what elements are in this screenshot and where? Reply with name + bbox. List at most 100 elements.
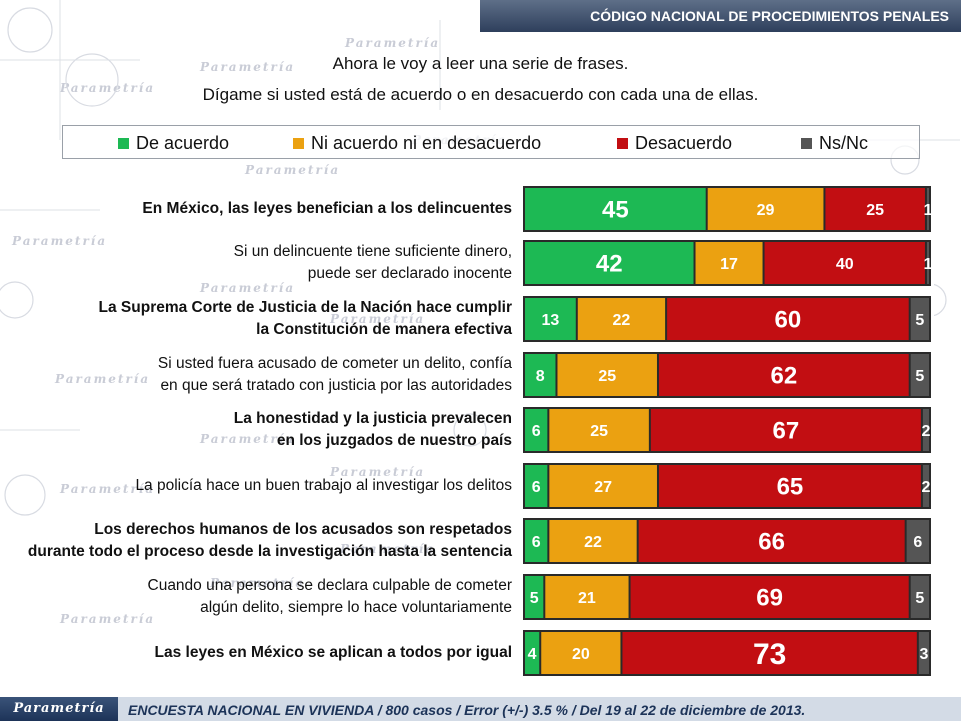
data-label: 45	[602, 197, 629, 224]
bar-segment-disagree	[667, 298, 909, 340]
data-label: 4	[528, 646, 537, 663]
bar-segment-nsnc	[910, 298, 929, 340]
bar-segment-neutral	[549, 520, 637, 562]
category-label: Si usted fuera acusado de cometer un del…	[158, 353, 512, 397]
data-label: 17	[720, 256, 738, 273]
data-label: 5	[915, 368, 924, 385]
bar-row: 13 22 60 5	[523, 296, 931, 342]
bar-segment-disagree	[658, 465, 921, 507]
category-label-line: Los derechos humanos de los acusados son…	[94, 521, 512, 538]
data-label: 25	[590, 423, 608, 440]
bar-segment-nsnc	[926, 188, 929, 230]
bar-segment-disagree	[638, 520, 905, 562]
watermark-text: Parametría	[59, 81, 155, 95]
data-label: 5	[915, 312, 924, 329]
category-label-line: en los juzgados de nuestro país	[276, 432, 512, 449]
category-label-line: algún delito, siempre lo hace voluntaria…	[200, 599, 512, 616]
category-label-line: La policía hace un buen trabajo al inves…	[135, 477, 512, 494]
data-label: 1	[924, 202, 933, 219]
bar-segment-disagree	[650, 409, 921, 451]
bar-segment-agree	[525, 298, 576, 340]
watermark-circle	[0, 281, 34, 319]
data-label: 66	[758, 529, 785, 556]
watermark-text: Parametría	[199, 60, 295, 74]
bar-segment-disagree	[825, 188, 925, 230]
bar-segment-neutral	[577, 298, 666, 340]
data-label: 6	[913, 534, 922, 551]
bar-segment-neutral	[695, 242, 763, 284]
category-label: La policía hace un buen trabajo al inves…	[135, 475, 512, 497]
category-label-line: Si un delincuente tiene suficiente diner…	[233, 243, 512, 260]
data-label: 8	[536, 368, 545, 385]
bar-segment-neutral	[541, 632, 621, 674]
bar-row: 5 21 69 5	[523, 574, 931, 620]
category-label: Las leyes en México se aplican a todos p…	[155, 642, 512, 664]
watermark-text: Parametría	[329, 312, 425, 326]
bar-segment-agree	[525, 465, 548, 507]
watermark-text: Parametría	[54, 372, 150, 386]
bar-segment-agree	[525, 188, 706, 230]
legend-swatch-nsnc	[801, 138, 812, 149]
watermark-text: Parametría	[11, 234, 107, 248]
category-label: Si un delincuente tiene suficiente diner…	[234, 241, 512, 285]
bar-segment-nsnc	[922, 465, 929, 507]
page-title: CÓDIGO NACIONAL DE PROCEDIMIENTOS PENALE…	[480, 0, 961, 32]
bar-segment-disagree	[630, 576, 909, 618]
category-label-line: la Constitución de manera efectiva	[256, 321, 512, 338]
bar-segment-agree	[525, 409, 548, 451]
bar-segment-agree	[525, 242, 694, 284]
data-label: 62	[770, 363, 797, 390]
data-label: 40	[836, 256, 854, 273]
bar-segment-neutral	[557, 354, 657, 396]
bar-segment-nsnc	[910, 576, 929, 618]
watermark-text: Parametría	[209, 576, 305, 590]
watermark-text: Parametría	[199, 432, 295, 446]
bar-segment-neutral	[707, 188, 824, 230]
bar-segment-agree	[525, 576, 544, 618]
data-label: 65	[777, 474, 804, 501]
category-label: En México, las leyes benefician a los de…	[142, 198, 512, 220]
data-label: 29	[757, 202, 775, 219]
bar-segment-agree	[525, 520, 548, 562]
category-label: Cuando una persona se declara culpable d…	[148, 575, 513, 619]
category-label-line: Si usted fuera acusado de cometer un del…	[157, 355, 512, 372]
bar-segment-disagree	[764, 242, 925, 284]
watermark-text: Parametría	[329, 465, 425, 479]
watermark-text: Parametría	[59, 612, 155, 626]
chart-legend: De acuerdo Ni acuerdo ni en desacuerdo D…	[62, 125, 920, 159]
bar-row: 42 17 40 1	[523, 240, 933, 286]
data-label: 6	[532, 534, 541, 551]
data-label: 6	[532, 423, 541, 440]
data-label: 13	[541, 312, 559, 329]
legend-swatch-agree	[118, 138, 129, 149]
legend-item-neutral: Ni acuerdo ni en desacuerdo	[293, 126, 541, 160]
data-label: 20	[572, 646, 590, 663]
data-label: 25	[598, 368, 616, 385]
bar-segment-nsnc	[906, 520, 929, 562]
category-label-line: Cuando una persona se declara culpable d…	[147, 577, 513, 594]
bar-row: 6 25 67 2	[523, 407, 931, 453]
bar-segment-neutral	[545, 576, 629, 618]
category-label-line: La Suprema Corte de Justicia de la Nació…	[98, 299, 512, 316]
category-label-line: durante todo el proceso desde la investi…	[27, 543, 512, 560]
category-label-line: Las leyes en México se aplican a todos p…	[154, 644, 512, 661]
data-label: 73	[753, 638, 786, 671]
data-label: 3	[919, 646, 928, 663]
watermark-text: Parametría	[344, 36, 440, 50]
legend-item-disagree: Desacuerdo	[617, 126, 732, 160]
bar-row: 45 29 25 1	[523, 186, 933, 232]
category-label-line: La honestidad y la justicia prevalecen	[233, 410, 512, 427]
bar-segment-disagree	[658, 354, 909, 396]
data-label: 21	[578, 590, 596, 607]
bar-segment-disagree	[622, 632, 917, 674]
bar-segment-nsnc	[922, 409, 929, 451]
watermark-text: Parametría	[339, 542, 435, 556]
data-label: 42	[596, 251, 623, 278]
bar-segment-agree	[525, 632, 540, 674]
legend-label-nsnc: Ns/Nc	[819, 133, 868, 153]
data-label: 69	[756, 585, 783, 612]
bar-segment-agree	[525, 354, 556, 396]
legend-label-agree: De acuerdo	[136, 133, 230, 153]
legend-label-disagree: Desacuerdo	[635, 133, 733, 153]
